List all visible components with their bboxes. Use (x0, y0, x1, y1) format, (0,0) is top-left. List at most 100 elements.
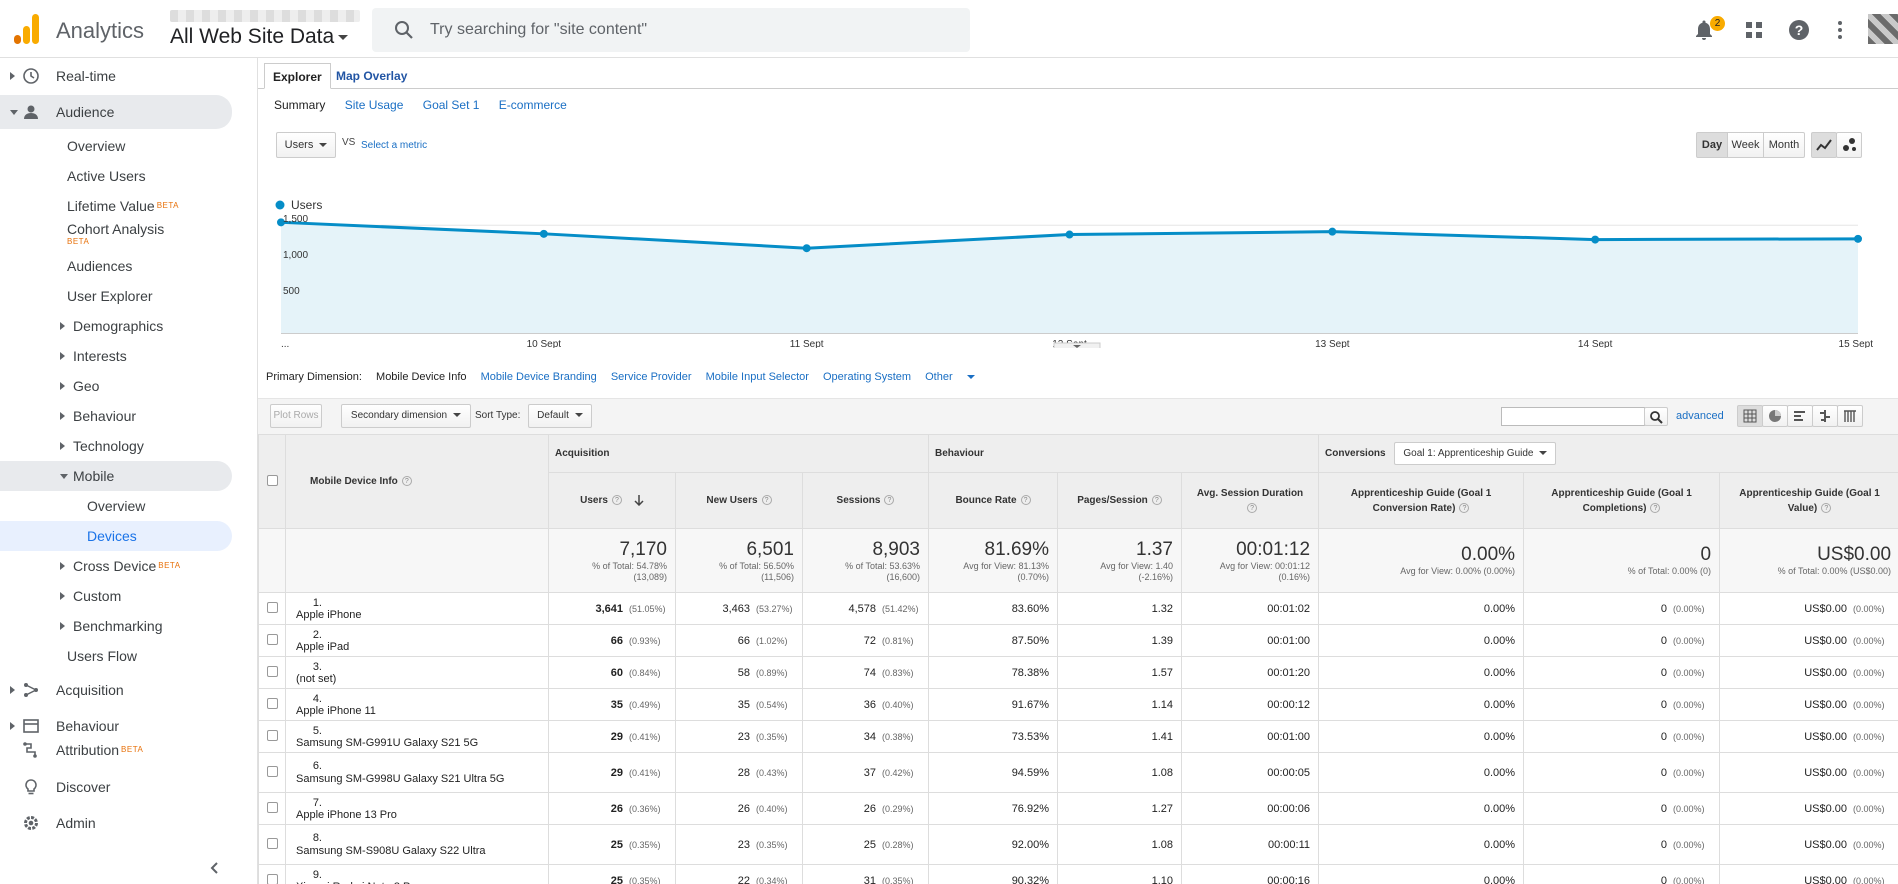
device-name-link[interactable]: Apple iPhone 11 (296, 704, 376, 717)
sidebar-item-audience[interactable]: Audience (0, 95, 232, 129)
secondary-dimension-dropdown[interactable]: Secondary dimension (341, 404, 471, 428)
table-row[interactable]: 4.Apple iPhone 11 35 (0.49%) 35 (0.54%) 36 (0.… (258, 688, 1898, 721)
view-table-button[interactable] (1737, 405, 1763, 427)
metric-selector[interactable]: Users (276, 132, 336, 158)
device-name-link[interactable]: Samsung SM-S908U Galaxy S22 Ultra (296, 844, 486, 857)
help-icon[interactable]: ? (1247, 502, 1258, 513)
view-comparison-button[interactable] (1812, 405, 1838, 427)
dimension-mobile-device-branding[interactable]: Mobile Device Branding (480, 371, 597, 383)
row-checkbox[interactable] (266, 765, 278, 777)
row-checkbox[interactable] (266, 665, 278, 677)
sidebar-item-mobile[interactable]: Mobile (0, 461, 232, 491)
table-row[interactable]: 6.Samsung SM-G998U Galaxy S21 Ultra 5G 29… (258, 752, 1898, 793)
help-icon[interactable]: ? (1151, 495, 1162, 506)
plot-rows-button[interactable]: Plot Rows (270, 404, 322, 428)
view-performance-button[interactable] (1787, 405, 1813, 427)
row-checkbox[interactable] (266, 633, 278, 645)
sort-type-dropdown[interactable]: Default (528, 404, 592, 428)
column-header-users[interactable]: Users? (548, 472, 676, 529)
subtab-goal-set-1[interactable]: Goal Set 1 (422, 98, 480, 112)
data-point[interactable] (1854, 234, 1862, 243)
row-checkbox[interactable] (266, 601, 278, 613)
dimension-header[interactable]: Mobile Device Info? (285, 434, 549, 529)
help-icon[interactable]: ? (1459, 502, 1470, 513)
dimension-other[interactable]: Other (925, 371, 986, 383)
row-checkbox[interactable] (266, 837, 278, 849)
data-point[interactable] (539, 229, 548, 238)
account-breadcrumb[interactable] (170, 10, 360, 22)
sidebar-item-audiences[interactable]: Audiences (67, 251, 267, 281)
data-point[interactable] (277, 218, 285, 227)
bell-icon[interactable] (1692, 18, 1716, 42)
device-name-link[interactable]: (not set) (296, 672, 337, 685)
view-pie-button[interactable] (1762, 405, 1788, 427)
row-checkbox[interactable] (266, 697, 278, 709)
dimension-mobile-input-selector[interactable]: Mobile Input Selector (705, 371, 809, 383)
sidebar-item-attribution[interactable]: Attribution BETA (0, 735, 240, 765)
data-point[interactable] (1065, 230, 1074, 239)
table-row[interactable]: 7.Apple iPhone 13 Pro 26 (0.36%) 26 (0.40%) 2… (258, 792, 1898, 825)
column-header-avg-session-duration[interactable]: Avg. Session Duration? (1180, 472, 1320, 529)
collapse-sidebar-icon[interactable] (208, 861, 222, 875)
sidebar-item-admin[interactable]: Admin (0, 808, 240, 838)
tab-explorer[interactable]: Explorer (264, 63, 331, 89)
device-name-link[interactable]: Samsung SM-G998U Galaxy S21 Ultra 5G (296, 772, 505, 785)
sort-desc-icon[interactable] (634, 494, 644, 507)
sidebar-item-demographics[interactable]: Demographics (60, 311, 260, 341)
dimension-service-provider[interactable]: Service Provider (610, 371, 692, 383)
column-header-goal1-conversion-rate[interactable]: Apprenticeship Guide (Goal 1 Conversion … (1318, 472, 1525, 529)
column-header-new-users[interactable]: New Users? (675, 472, 803, 529)
advanced-filter-link[interactable]: advanced (1676, 410, 1724, 422)
sidebar-item-cross-device[interactable]: Cross Device BETA (60, 551, 260, 581)
table-search-button[interactable] (1644, 407, 1668, 426)
help-icon[interactable]: ? (611, 495, 622, 506)
apps-grid-icon[interactable] (1742, 18, 1766, 42)
search-box[interactable] (372, 8, 970, 52)
sidebar-item-behaviour[interactable]: Behaviour (0, 711, 240, 741)
row-checkbox[interactable] (266, 801, 278, 813)
help-icon[interactable]: ? (884, 495, 895, 506)
column-header-sessions[interactable]: Sessions? (802, 472, 929, 529)
sidebar-item-devices[interactable]: Devices (0, 521, 232, 551)
help-icon[interactable]: ? (1787, 18, 1811, 42)
sidebar-item-realtime[interactable]: Real-time (0, 61, 240, 91)
analytics-logo-icon[interactable] (14, 14, 40, 44)
period-week-button[interactable]: Week (1727, 132, 1764, 158)
search-input[interactable] (430, 18, 930, 42)
sidebar-item-geo[interactable]: Geo (60, 371, 260, 401)
sidebar-item-users-flow[interactable]: Users Flow (67, 641, 267, 671)
column-header-pages-session[interactable]: Pages/Session? (1057, 472, 1182, 529)
period-month-button[interactable]: Month (1763, 132, 1805, 158)
sidebar-item-behaviour-sub[interactable]: Behaviour (60, 401, 260, 431)
help-icon[interactable]: ? (1650, 502, 1661, 513)
sidebar-item-interests[interactable]: Interests (60, 341, 260, 371)
data-point[interactable] (1591, 235, 1600, 244)
sidebar-item-discover[interactable]: Discover (0, 772, 240, 802)
more-vert-icon[interactable] (1828, 18, 1852, 42)
row-checkbox[interactable] (266, 729, 278, 741)
subtab-site-usage[interactable]: Site Usage (344, 98, 404, 112)
property-selector[interactable]: All Web Site Data (170, 25, 349, 49)
goal-selector-dropdown[interactable]: Goal 1: Apprenticeship Guide (1394, 442, 1557, 465)
sidebar-item-lifetime-value[interactable]: Lifetime Value BETA (67, 191, 267, 221)
column-header-goal1-completions[interactable]: Apprenticeship Guide (Goal 1 Completions… (1523, 472, 1721, 529)
select-metric-link[interactable]: Select a metric (361, 140, 428, 151)
sidebar-item-technology[interactable]: Technology (60, 431, 260, 461)
row-checkbox[interactable] (266, 873, 278, 884)
data-point[interactable] (1328, 227, 1337, 236)
help-icon[interactable]: ? (401, 476, 412, 487)
column-header-bounce-rate[interactable]: Bounce Rate? (928, 472, 1058, 529)
table-row[interactable]: 9.Xiaomi Redmi Note 8 Pro 25 (0.35%) 22 (0.3… (258, 864, 1898, 884)
device-name-link[interactable]: Samsung SM-G991U Galaxy S21 5G (296, 736, 479, 749)
table-row[interactable]: 5.Samsung SM-G991U Galaxy S21 5G 29 (0.41%… (258, 720, 1898, 753)
device-name-link[interactable]: Apple iPhone 13 Pro (296, 808, 397, 821)
table-row[interactable]: 2.Apple iPad 66 (0.93%) 66 (1.02%) 72 (0.81%) 8… (258, 624, 1898, 657)
sidebar-item-mobile-overview[interactable]: Overview (87, 491, 287, 521)
dimension-mobile-device-info[interactable]: Mobile Device Info (376, 371, 467, 383)
select-all-checkbox[interactable] (266, 474, 278, 486)
subtab-ecommerce[interactable]: E-commerce (498, 98, 567, 112)
sidebar-item-cohort-analysis[interactable]: Cohort Analysis BETA (67, 221, 267, 251)
table-row[interactable]: 8.Samsung SM-S908U Galaxy S22 Ultra 25 (0.… (258, 824, 1898, 865)
help-icon[interactable]: ? (1821, 502, 1832, 513)
dimension-operating-system[interactable]: Operating System (823, 371, 912, 383)
